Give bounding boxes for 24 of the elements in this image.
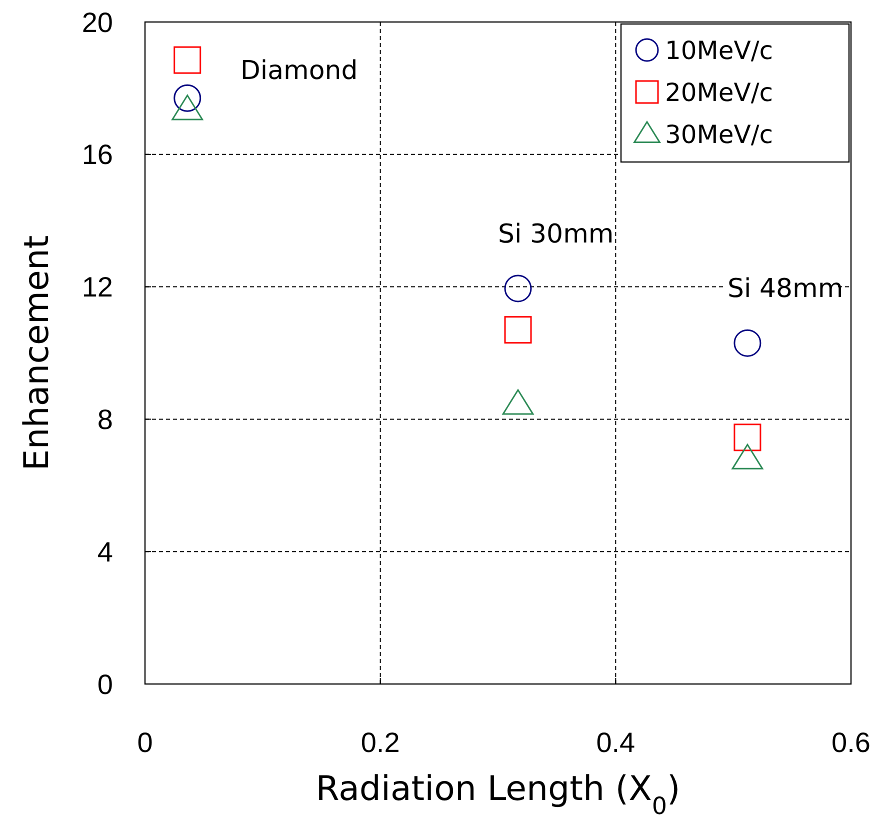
y-tick-label: 16 — [82, 139, 113, 170]
legend-label: 20MeV/c — [665, 78, 774, 107]
legend-label: 30MeV/c — [665, 120, 774, 149]
annotation: Si 48mm — [727, 274, 844, 304]
point — [734, 329, 762, 357]
y-tick-label: 20 — [82, 6, 113, 38]
y-tick-label: 4 — [97, 536, 113, 568]
x-tick-label: 0.2 — [360, 727, 400, 758]
y-tick-label: 0 — [97, 668, 113, 700]
y-tick-label: 8 — [97, 404, 113, 435]
x-axis-title: Radiation Length (X$_{0}$) — [316, 769, 680, 820]
annotation: Si 30mm — [498, 220, 614, 250]
x-tick-label: 0.6 — [832, 727, 870, 758]
y-axis-title: Enhancement — [17, 235, 57, 471]
point — [504, 316, 532, 344]
annotation: Diamond — [240, 56, 358, 86]
point — [174, 84, 202, 112]
x-tick-label: 0.4 — [596, 727, 636, 758]
y-tick-label: 12 — [82, 272, 113, 303]
point — [734, 424, 762, 452]
x-tick-label: 0 — [137, 727, 153, 758]
legend-label: 10MeV/c — [665, 36, 774, 65]
point — [174, 46, 202, 74]
point — [504, 274, 532, 302]
